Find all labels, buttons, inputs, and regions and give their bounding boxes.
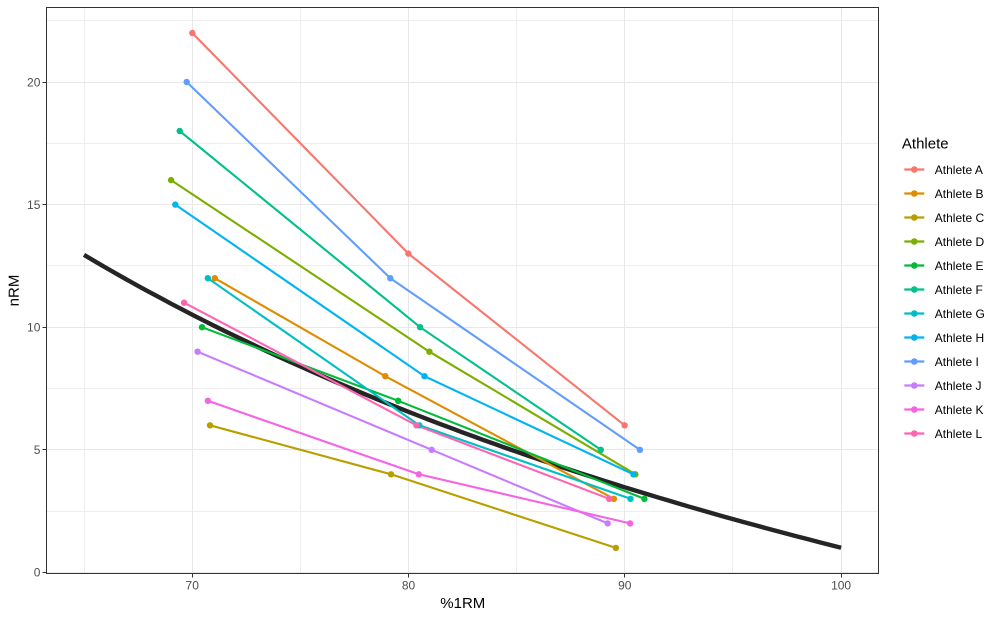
svg-text:%1RM: %1RM: [440, 595, 485, 612]
svg-text:70: 70: [186, 579, 200, 593]
svg-text:10: 10: [27, 321, 41, 335]
svg-text:Athlete J: Athlete J: [935, 379, 982, 393]
svg-text:15: 15: [27, 198, 41, 212]
svg-text:20: 20: [27, 75, 41, 89]
svg-text:Athlete C: Athlete C: [935, 211, 985, 225]
svg-text:Athlete G: Athlete G: [935, 307, 985, 321]
svg-text:90: 90: [618, 579, 632, 593]
svg-text:100: 100: [831, 579, 851, 593]
svg-text:0: 0: [34, 566, 41, 580]
svg-text:nRM: nRM: [6, 275, 23, 307]
svg-text:5: 5: [34, 443, 41, 457]
svg-text:Athlete B: Athlete B: [935, 187, 984, 201]
svg-text:Athlete D: Athlete D: [935, 235, 985, 249]
svg-text:Athlete I: Athlete I: [935, 355, 979, 369]
svg-text:Athlete L: Athlete L: [935, 427, 983, 441]
svg-text:Athlete: Athlete: [902, 136, 949, 153]
svg-text:Athlete A: Athlete A: [935, 163, 983, 177]
svg-text:80: 80: [402, 579, 416, 593]
svg-text:Athlete H: Athlete H: [935, 331, 984, 345]
svg-text:Athlete E: Athlete E: [935, 259, 984, 273]
svg-text:Athlete K: Athlete K: [935, 403, 984, 417]
svg-text:Athlete F: Athlete F: [935, 283, 983, 297]
